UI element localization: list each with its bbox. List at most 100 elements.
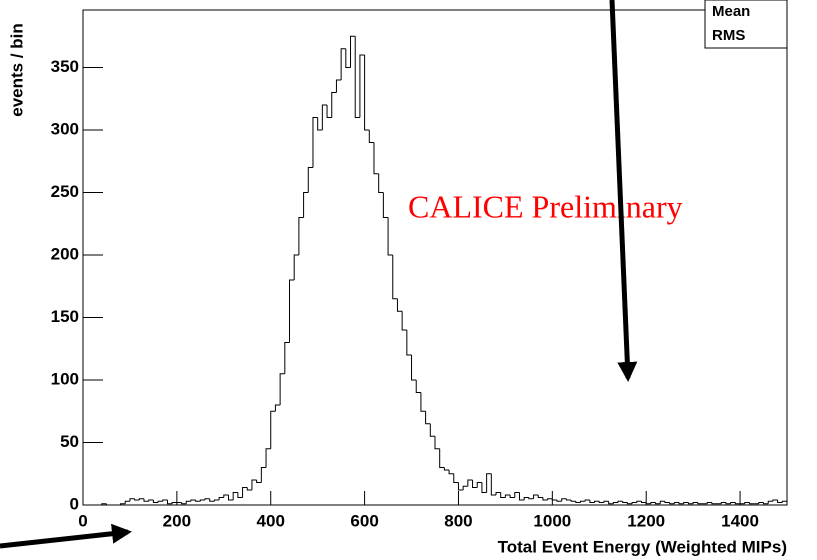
histogram-bin [490, 473, 497, 496]
histogram-bin [472, 480, 478, 488]
histogram-bin [594, 500, 600, 503]
histogram-bin [289, 279, 295, 343]
stats-label: Mean [712, 3, 750, 20]
histogram-bin [641, 501, 647, 503]
histogram-bin [152, 500, 159, 503]
histogram-bin [331, 92, 337, 118]
histogram-bin [298, 217, 304, 255]
histogram-bin [777, 500, 783, 503]
histogram-bin [523, 497, 529, 500]
histogram-bin [565, 498, 572, 501]
histogram-bin [157, 500, 163, 503]
histogram-bin [260, 467, 267, 483]
histogram-bin [312, 117, 318, 168]
histogram-bin [242, 487, 248, 498]
histogram-bin [734, 502, 741, 505]
x-tick-label: 0 [78, 511, 87, 530]
histogram-bin [101, 503, 107, 505]
histogram-bin [683, 502, 689, 504]
histogram-bin [246, 487, 252, 491]
histogram-bin [359, 54, 365, 118]
histogram-bin [227, 495, 234, 501]
y-tick-label: 150 [51, 307, 79, 326]
histogram-bin [124, 500, 130, 504]
histogram-bin [317, 117, 323, 131]
histogram-bin [411, 355, 417, 381]
histogram-bin [598, 501, 604, 503]
histogram-bin [270, 410, 276, 449]
histogram-bin [504, 494, 511, 498]
histogram-bin [453, 473, 459, 483]
histogram-bin [730, 502, 736, 504]
histogram-bin [204, 498, 210, 500]
histogram-bin [364, 55, 370, 131]
histogram-bin [425, 411, 431, 425]
histogram-bin [439, 448, 445, 468]
histogram-bin [195, 500, 201, 502]
histogram-bin [669, 502, 675, 505]
histogram-bin [138, 498, 145, 500]
histogram-bin [655, 502, 661, 505]
histogram-bin [758, 502, 764, 504]
annotation: CALICE Preliminary [408, 188, 683, 224]
histogram-bin [481, 482, 487, 493]
histogram-bin [134, 498, 140, 501]
histogram-bin [434, 436, 440, 450]
y-tick-label: 300 [51, 119, 79, 138]
stats-label: RMS [712, 27, 745, 44]
x-tick-label: 1000 [533, 511, 571, 530]
histogram-bin [617, 500, 623, 503]
x-tick-label: 400 [257, 511, 285, 530]
x-tick-label: 600 [350, 511, 378, 530]
histogram-bin [256, 480, 262, 483]
histogram-bin [767, 500, 773, 504]
histogram-bin [575, 501, 581, 503]
histogram-bin [265, 448, 271, 468]
histogram-bin [387, 217, 393, 256]
histogram-bin [171, 502, 177, 504]
histogram-bin [420, 392, 426, 412]
histogram-bin [589, 500, 595, 503]
histogram-bin [429, 423, 435, 437]
histogram-bin [162, 499, 168, 502]
histogram-bin [547, 498, 553, 500]
histogram-bin [744, 502, 750, 504]
histogram-bin [303, 192, 309, 218]
histogram-bin [401, 311, 407, 331]
histogram-bin [321, 104, 328, 130]
histogram-bin [467, 479, 473, 487]
histogram-bin [293, 254, 299, 280]
histogram-bin [509, 495, 515, 498]
histogram-bin [406, 330, 412, 356]
histogram-bin [659, 500, 665, 504]
histogram-bin [486, 473, 492, 493]
histogram-bin [368, 130, 374, 143]
histogram-bin [551, 498, 558, 501]
histogram-bin [382, 192, 389, 218]
histogram-bin [687, 502, 694, 505]
arrow [609, 0, 638, 382]
histogram-bin [148, 499, 154, 502]
histogram-bin [528, 497, 534, 500]
histogram-bin [612, 502, 619, 504]
histogram-bin [781, 500, 787, 503]
histogram-bin [542, 497, 548, 501]
y-tick-label: 350 [51, 57, 79, 76]
histogram-bin [392, 255, 398, 300]
histogram-bin [626, 502, 633, 505]
x-tick-label: 200 [163, 511, 191, 530]
histogram-bin [476, 482, 482, 488]
histogram-bin [636, 500, 642, 503]
y-tick-label: 100 [51, 369, 79, 388]
histogram-bin [584, 499, 590, 502]
histogram-bin [533, 494, 539, 499]
histogram-bin [396, 298, 403, 312]
histogram-bin [495, 492, 501, 495]
arrow [0, 523, 132, 549]
histogram-bin [725, 502, 731, 505]
y-tick-label: 50 [60, 432, 79, 451]
histogram-bin [181, 502, 187, 505]
histogram-bin [763, 502, 769, 505]
histogram-bin [190, 499, 196, 502]
x-tick-label: 1400 [721, 511, 759, 530]
